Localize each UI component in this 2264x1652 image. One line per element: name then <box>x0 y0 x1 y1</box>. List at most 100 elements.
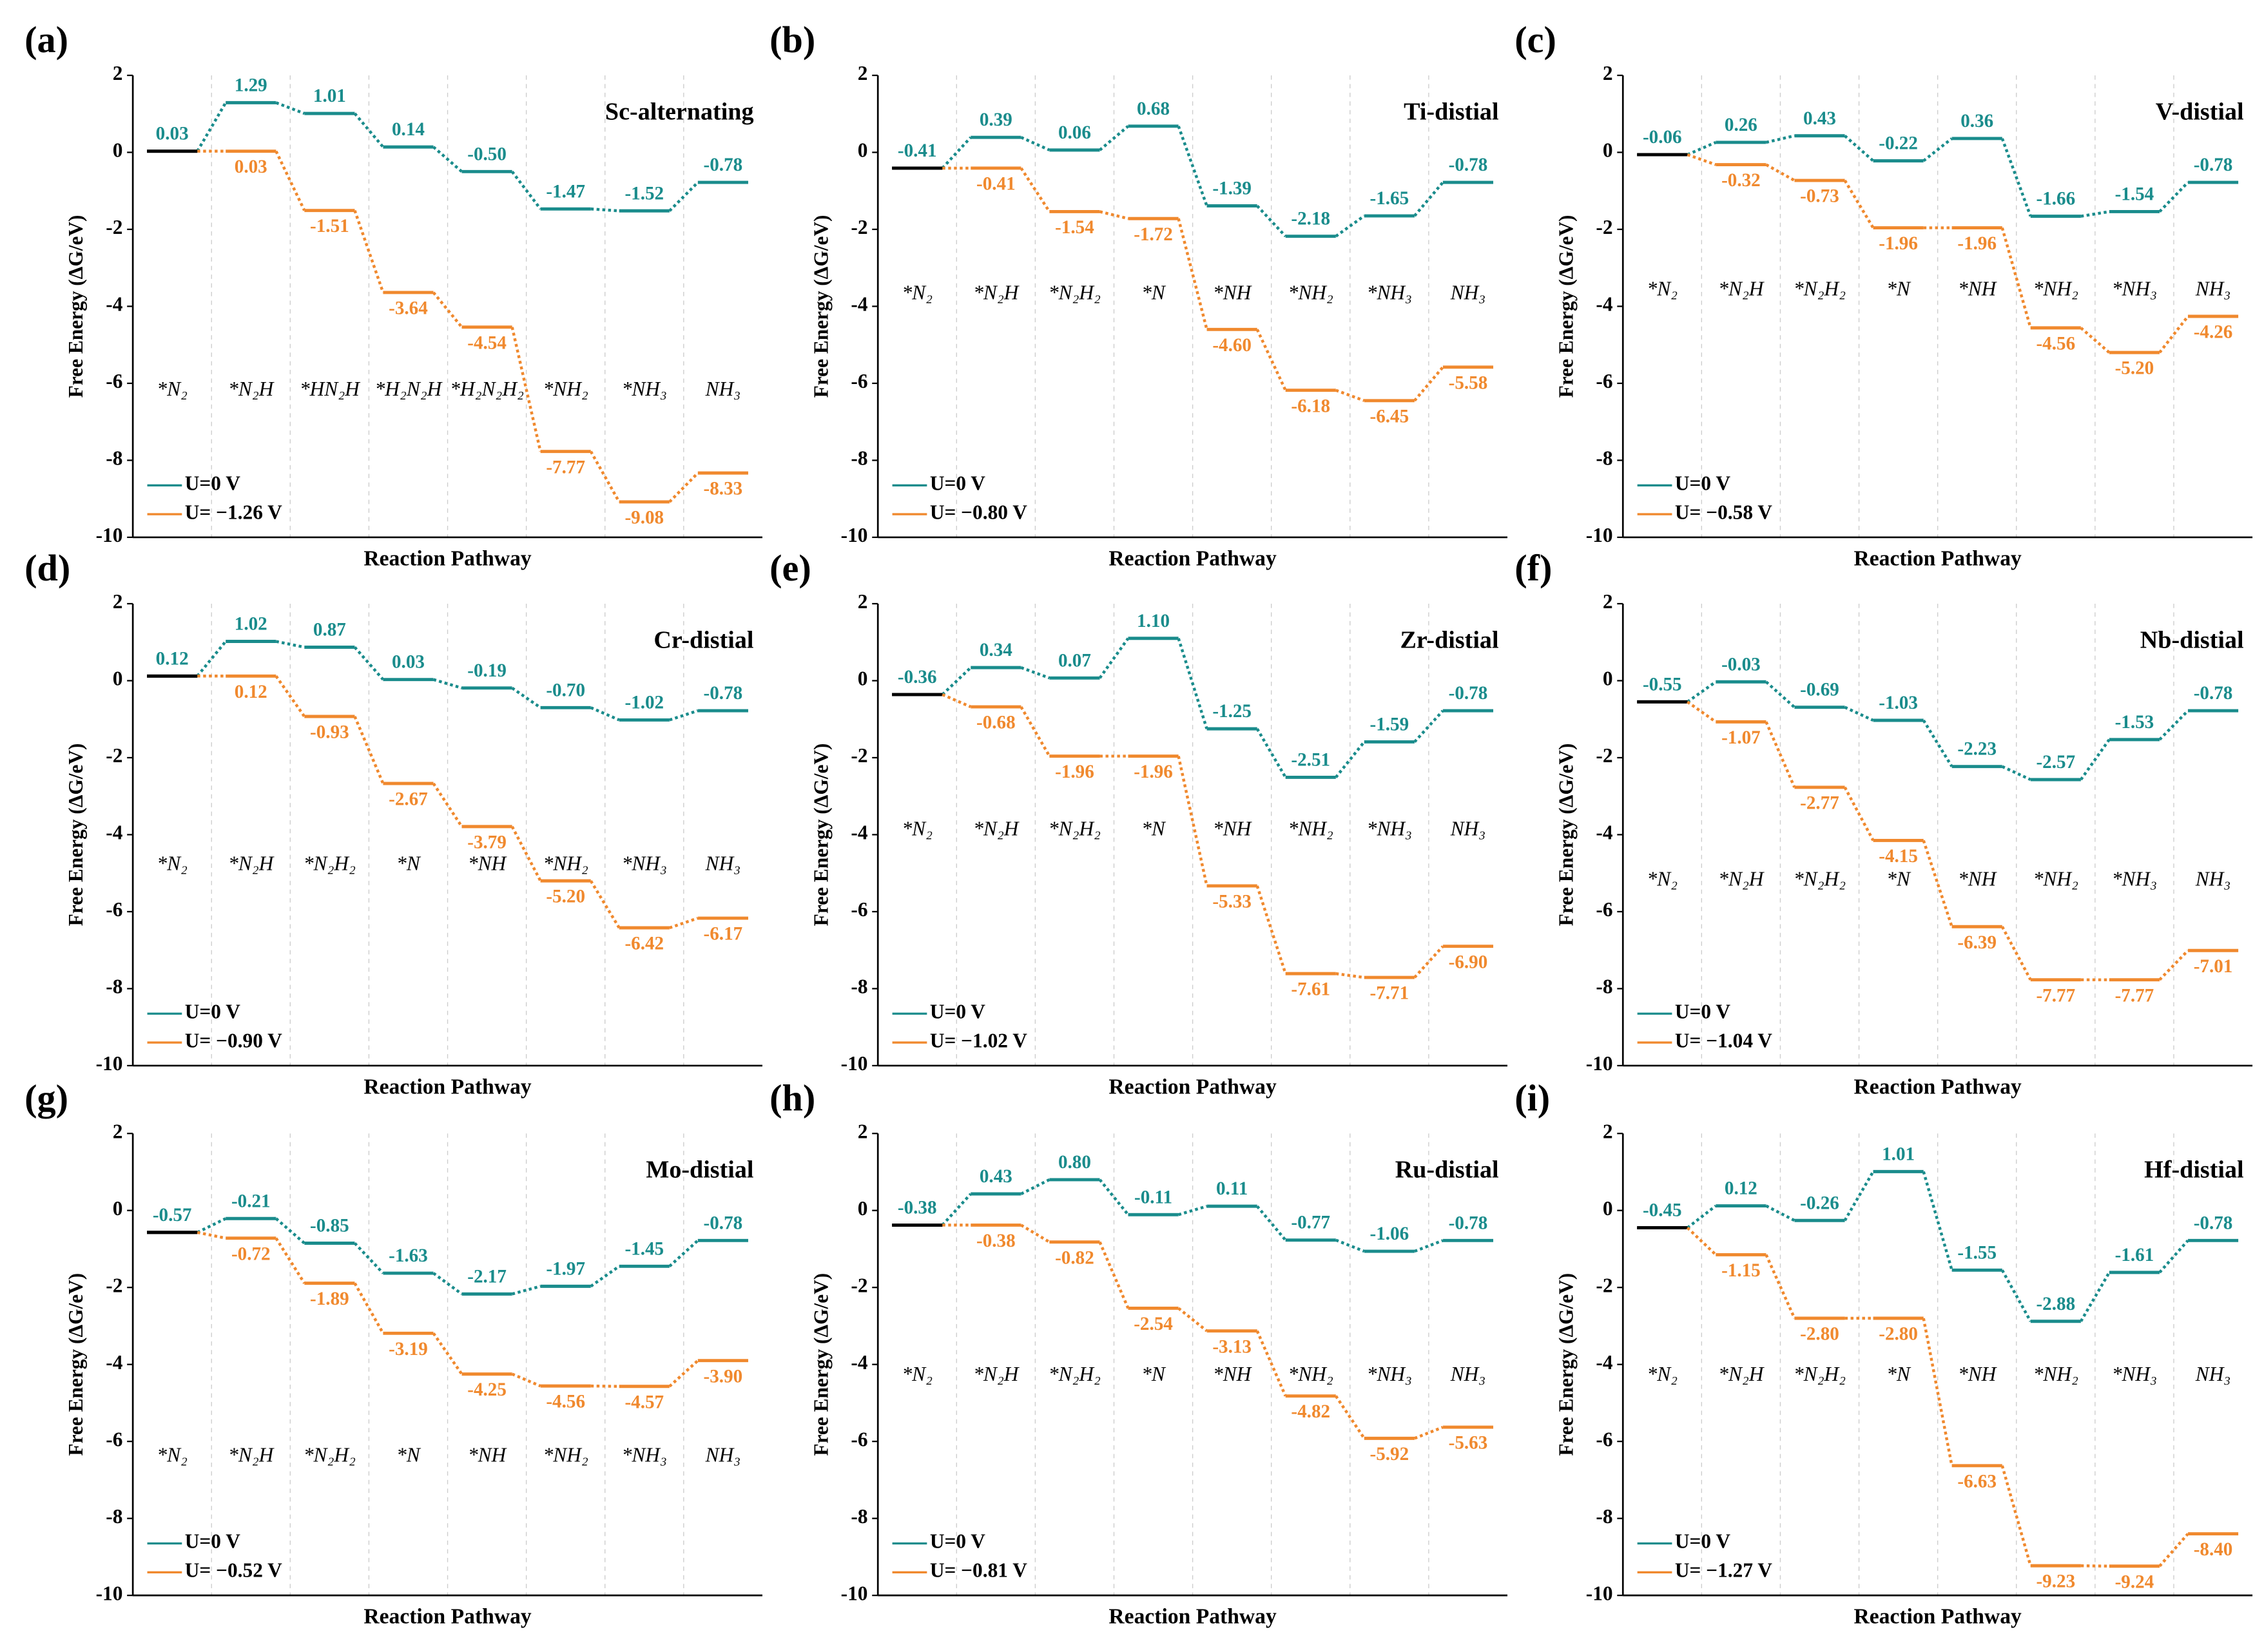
y-tick-label: -8 <box>851 447 867 470</box>
category-label: *NH₃ <box>622 1443 667 1466</box>
category-label: *NH₂ <box>2033 1363 2078 1385</box>
category-label: *N₂H₂ <box>1049 1363 1101 1385</box>
y-tick-label: -10 <box>841 524 868 546</box>
connector <box>668 181 699 212</box>
value-label: -1.52 <box>624 183 664 204</box>
value-label: 0.26 <box>1725 115 1757 135</box>
connector <box>432 291 463 329</box>
value-label: -4.56 <box>2036 333 2075 354</box>
value-label: -2.88 <box>2036 1294 2075 1314</box>
x-axis-label: Reaction Pathway <box>1108 1605 1277 1629</box>
panel: -10 -8 -6 -4 -2 0 2 (b) Ti-distial Reaction Pathw… <box>769 19 1508 570</box>
value-label: -0.41 <box>976 174 1016 195</box>
value-label: -0.78 <box>704 1213 743 1233</box>
y-tick-label: 0 <box>113 668 123 690</box>
value-label: -0.32 <box>1721 170 1761 191</box>
value-label: -7.01 <box>2194 956 2233 977</box>
value-label: -8.40 <box>2194 1539 2233 1560</box>
y-tick-label: -6 <box>106 370 122 392</box>
value-label: -2.57 <box>2036 752 2075 773</box>
category-label: *N₂H₂ <box>1049 282 1101 304</box>
connector <box>1922 840 1953 927</box>
category-label: NH₃ <box>1450 1363 1485 1385</box>
x-axis-label: Reaction Pathway <box>1853 1075 2022 1099</box>
value-label: 0.34 <box>980 640 1012 660</box>
value-label: -0.41 <box>898 140 937 161</box>
connector <box>1765 134 1795 144</box>
y-tick-label: -2 <box>851 1274 867 1296</box>
connector <box>590 1265 621 1288</box>
y-tick-label: -10 <box>1586 524 1613 546</box>
value-label: -2.54 <box>1134 1314 1173 1334</box>
connector <box>1687 680 1717 704</box>
connector <box>353 646 385 681</box>
connector <box>590 1384 619 1388</box>
x-axis-label: Reaction Pathway <box>363 546 532 570</box>
connector <box>2000 1465 2032 1566</box>
value-label: -6.42 <box>624 934 664 954</box>
value-label: -2.17 <box>467 1266 507 1287</box>
x-axis-label: Reaction Pathway <box>363 1075 532 1099</box>
category-label: *NH <box>1958 867 1998 890</box>
value-label: -1.54 <box>1055 217 1094 238</box>
value-label: -5.33 <box>1212 891 1252 912</box>
y-tick-label: -4 <box>851 293 867 316</box>
panel-label: (g) <box>24 1077 68 1119</box>
value-label: -2.80 <box>1800 1324 1839 1345</box>
connector <box>590 706 620 722</box>
value-label: -0.70 <box>546 680 585 700</box>
chart-title: Hf-distial <box>2144 1157 2243 1184</box>
y-tick-label: 2 <box>1603 1120 1613 1142</box>
connector <box>2000 138 2032 217</box>
legend-label: U=0 V <box>930 1000 985 1023</box>
y-axis-label: Free Energy (ΔG/eV) <box>64 744 87 927</box>
legend-label: U= −1.26 V <box>185 501 282 523</box>
connector <box>1098 1178 1130 1216</box>
value-label: -0.78 <box>2194 155 2233 175</box>
connector <box>1413 181 1444 217</box>
category-label: *N₂ <box>157 852 188 874</box>
value-label: -0.22 <box>1879 133 1918 154</box>
value-label: 0.87 <box>313 620 346 640</box>
connector <box>2158 1533 2189 1568</box>
value-label: -4.15 <box>1879 846 1918 867</box>
x-axis-label: Reaction Pathway <box>1853 546 2022 570</box>
y-tick-label: 2 <box>858 1120 868 1142</box>
value-label: -0.19 <box>467 660 507 681</box>
x-axis-label: Reaction Pathway <box>1108 1075 1277 1099</box>
value-label: -0.77 <box>1291 1213 1330 1233</box>
connector <box>1099 125 1129 151</box>
category-label: *NH₃ <box>2112 867 2157 890</box>
connector <box>432 1272 463 1296</box>
chart-title: Nb-distial <box>2140 626 2244 653</box>
y-tick-label: -6 <box>1596 898 1612 921</box>
value-label: 0.68 <box>1137 99 1170 119</box>
value-label: 0.03 <box>235 157 267 177</box>
value-label: 0.11 <box>1216 1178 1248 1199</box>
value-label: -1.96 <box>1879 233 1918 254</box>
legend-label: U=0 V <box>185 472 240 494</box>
connector <box>2158 315 2189 354</box>
value-label: -6.90 <box>1449 952 1488 972</box>
connector <box>2080 327 2111 354</box>
category-label: *N₂H₂ <box>304 1443 356 1466</box>
category-label: NH₃ <box>1450 818 1485 840</box>
value-label: -1.59 <box>1370 715 1409 735</box>
panel-label: (b) <box>769 19 815 61</box>
value-label: 0.14 <box>392 119 425 140</box>
connector <box>275 640 305 649</box>
connector <box>353 1282 385 1334</box>
category-label: *NH₃ <box>622 852 667 874</box>
y-tick-label: -8 <box>1596 447 1612 470</box>
value-label: -1.97 <box>546 1258 585 1279</box>
value-label: -0.78 <box>2194 683 2233 704</box>
value-label: -2.18 <box>1291 209 1330 229</box>
category-label: *N <box>1886 1363 1911 1385</box>
category-label: *N₂ <box>1647 867 1678 890</box>
value-label: 0.12 <box>156 648 189 669</box>
legend-label: U=0 V <box>185 1530 240 1553</box>
category-label: *N <box>1141 1363 1166 1385</box>
value-label: 1.10 <box>1137 611 1170 631</box>
y-tick-label: -2 <box>106 216 122 238</box>
